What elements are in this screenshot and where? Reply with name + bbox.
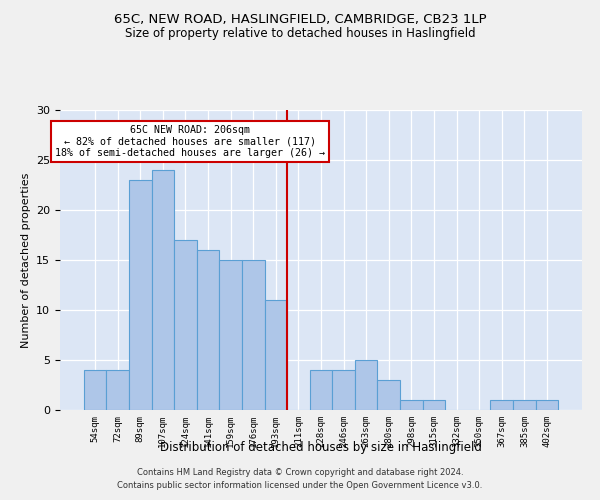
Text: Contains HM Land Registry data © Crown copyright and database right 2024.: Contains HM Land Registry data © Crown c… — [137, 468, 463, 477]
Bar — [355, 360, 377, 410]
Bar — [129, 180, 152, 410]
Y-axis label: Number of detached properties: Number of detached properties — [20, 172, 31, 348]
Bar — [220, 260, 242, 410]
Bar — [422, 400, 445, 410]
Bar — [310, 370, 332, 410]
Bar — [84, 370, 106, 410]
Bar — [536, 400, 558, 410]
Text: 65C, NEW ROAD, HASLINGFIELD, CAMBRIDGE, CB23 1LP: 65C, NEW ROAD, HASLINGFIELD, CAMBRIDGE, … — [113, 12, 487, 26]
Bar — [174, 240, 197, 410]
Bar — [152, 170, 174, 410]
Text: Contains public sector information licensed under the Open Government Licence v3: Contains public sector information licen… — [118, 480, 482, 490]
Text: Distribution of detached houses by size in Haslingfield: Distribution of detached houses by size … — [160, 441, 482, 454]
Text: 65C NEW ROAD: 206sqm
← 82% of detached houses are smaller (117)
18% of semi-deta: 65C NEW ROAD: 206sqm ← 82% of detached h… — [55, 125, 325, 158]
Bar — [197, 250, 220, 410]
Bar — [377, 380, 400, 410]
Bar — [490, 400, 513, 410]
Bar — [265, 300, 287, 410]
Bar — [513, 400, 536, 410]
Bar — [106, 370, 129, 410]
Bar — [400, 400, 422, 410]
Bar — [242, 260, 265, 410]
Bar — [332, 370, 355, 410]
Text: Size of property relative to detached houses in Haslingfield: Size of property relative to detached ho… — [125, 28, 475, 40]
